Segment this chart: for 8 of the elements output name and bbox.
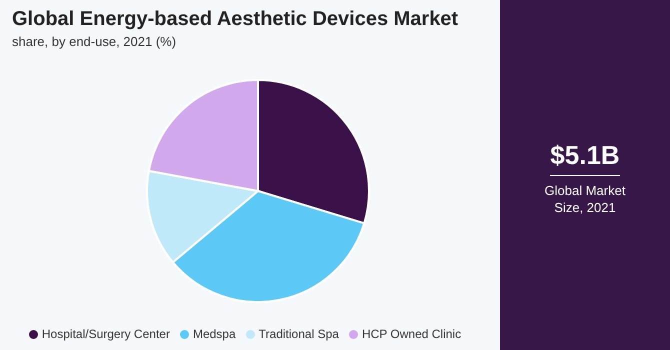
legend-label: Hospital/Surgery Center xyxy=(42,327,170,341)
legend-label: Traditional Spa xyxy=(258,327,339,341)
chart-subtitle: share, by end-use, 2021 (%) xyxy=(12,34,176,49)
chart-title: Global Energy-based Aesthetic Devices Market xyxy=(12,8,458,31)
legend-label: Medspa xyxy=(192,327,236,341)
text: Global Market Size, 2021 xyxy=(544,182,626,216)
text: $5.1B xyxy=(550,140,620,176)
legend-label: HCP Owned Clinic xyxy=(362,327,462,341)
